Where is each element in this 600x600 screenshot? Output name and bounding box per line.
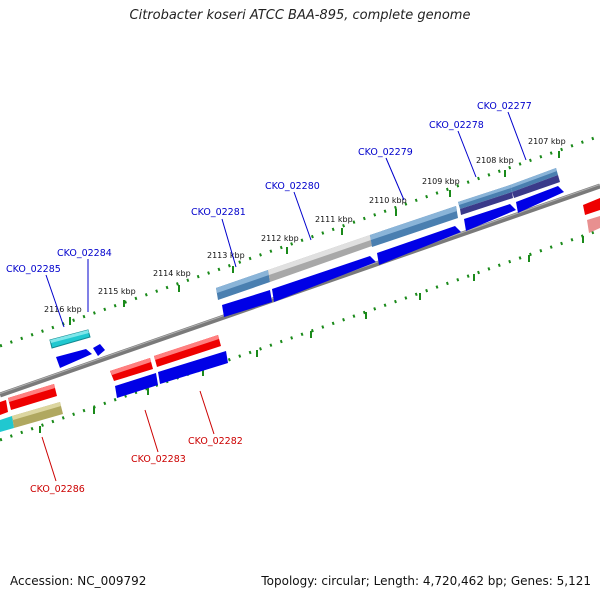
cds-arrow (516, 186, 564, 213)
accession-label: Accession: NC_009792 (10, 574, 147, 588)
gene-label-cko-02281: CKO_02281 (191, 207, 246, 218)
gene-label-cko-02277: CKO_02277 (477, 101, 532, 112)
cds-arrow (115, 373, 158, 398)
cds-arrow (56, 349, 92, 368)
cds-arrow (0, 416, 14, 432)
cds-arrow (158, 351, 228, 384)
gene-label-cko-02280: CKO_02280 (265, 181, 320, 192)
cds-arrow (583, 198, 600, 215)
lower-tick-track (0, 228, 600, 442)
cds-arrow (464, 204, 516, 231)
lower-major-ticks (39, 236, 584, 433)
cds-arrow (377, 226, 461, 265)
gene-label-cko-02286: CKO_02286 (30, 484, 85, 495)
scale-label: 2115 kbp (98, 287, 136, 296)
gene-label-cko-02278: CKO_02278 (429, 120, 484, 131)
scale-label: 2107 kbp (528, 137, 566, 146)
gene-label-cko-02283: CKO_02283 (131, 454, 186, 465)
scale-label: 2116 kbp (44, 305, 82, 314)
scale-label: 2109 kbp (422, 177, 460, 186)
genome-info-label: Topology: circular; Length: 4,720,462 bp… (261, 574, 591, 588)
scale-label: 2111 kbp (315, 215, 353, 224)
upper-tick-track (0, 134, 600, 348)
blue-leader-lines (45, 111, 527, 328)
cds-arrow (222, 290, 272, 317)
cds-arrow (272, 256, 376, 302)
cds-arrow (93, 344, 105, 356)
gene-label-cko-02279: CKO_02279 (358, 147, 413, 158)
scale-label: 2108 kbp (476, 156, 514, 165)
gene-label-cko-02284: CKO_02284 (57, 248, 112, 259)
upper-major-ticks (69, 151, 560, 325)
scale-label: 2114 kbp (153, 269, 191, 278)
cds-arrow (0, 400, 8, 415)
cds-arrow (587, 216, 600, 233)
scale-label: 2110 kbp (369, 196, 407, 205)
map-title: Citrobacter koseri ATCC BAA-895, complet… (129, 8, 471, 23)
scale-label: 2112 kbp (261, 234, 299, 243)
gene-label-cko-02282: CKO_02282 (188, 436, 243, 447)
scale-label: 2113 kbp (207, 251, 245, 260)
gene-label-cko-02285: CKO_02285 (6, 264, 61, 275)
red-leader-lines (41, 390, 215, 482)
